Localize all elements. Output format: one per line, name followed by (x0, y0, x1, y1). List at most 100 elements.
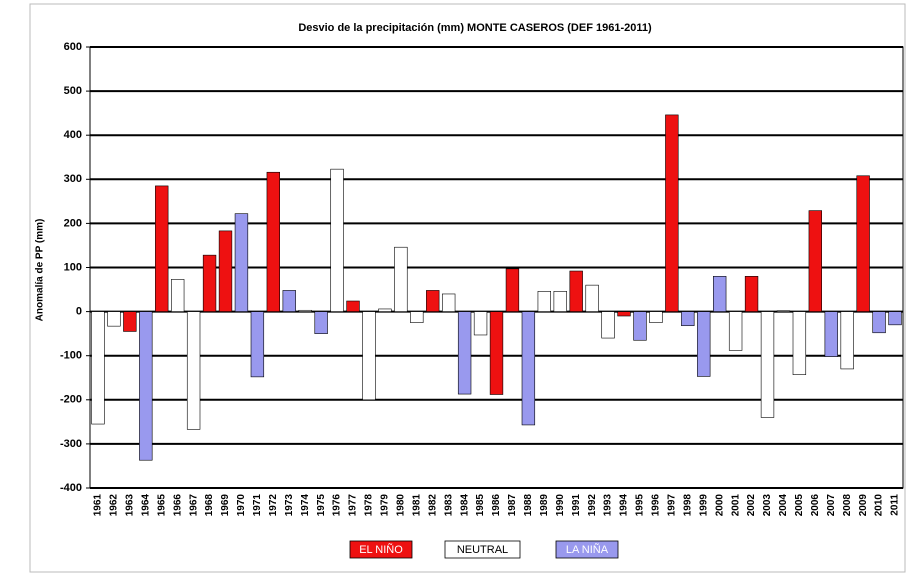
x-tick-label: 1982 (427, 494, 438, 517)
x-tick-label: 1991 (571, 494, 582, 517)
bar (346, 300, 360, 312)
x-tick-label: 2010 (874, 494, 885, 517)
chart-title: Desvio de la precipitación (mm) MONTE CA… (298, 22, 652, 34)
bar (649, 311, 663, 323)
y-tick-label: 600 (64, 41, 82, 53)
bar (186, 311, 201, 430)
bar (776, 310, 791, 312)
bar (872, 311, 886, 334)
x-tick-label: 1986 (491, 494, 502, 517)
x-tick-label: 1969 (220, 494, 231, 517)
x-tick-label: 1970 (236, 494, 247, 517)
bar (824, 311, 838, 357)
bar (744, 276, 759, 312)
x-tick-label: 2005 (794, 494, 805, 517)
bar (362, 311, 376, 401)
x-tick-label: 1971 (252, 494, 263, 517)
bar (728, 311, 743, 351)
bar (585, 284, 599, 312)
y-tick-label: -300 (60, 438, 82, 450)
bar (250, 311, 265, 378)
y-tick-label: -100 (60, 350, 82, 362)
bar (569, 270, 583, 312)
bar (218, 230, 233, 312)
bar (633, 311, 647, 341)
bar (266, 171, 280, 312)
bar (888, 311, 902, 326)
bar (378, 308, 392, 312)
legend-swatch (349, 540, 413, 559)
bar (856, 175, 870, 312)
x-tick-label: 1978 (364, 494, 375, 517)
x-tick-label: 1963 (124, 494, 135, 517)
bar (139, 311, 153, 461)
x-tick-label: 1967 (188, 494, 199, 517)
bar (155, 185, 169, 312)
x-tick-label: 1966 (172, 494, 183, 517)
x-tick-label: 1998 (682, 494, 693, 517)
x-tick-label: 2004 (778, 494, 789, 517)
x-tick-label: 1976 (332, 494, 343, 517)
bar (840, 311, 854, 370)
y-tick-label: 100 (64, 261, 82, 273)
x-tick-label: 1997 (666, 494, 677, 517)
bar (234, 213, 249, 312)
x-tick-label: 2003 (762, 494, 773, 517)
x-tick-label: 1972 (268, 494, 279, 517)
x-tick-label: 2009 (858, 494, 869, 517)
x-tick-label: 1979 (380, 494, 391, 517)
legend-label: LA NIÑA (566, 543, 609, 556)
bar (314, 311, 328, 334)
bar (282, 290, 296, 312)
x-tick-label: 2006 (810, 494, 821, 517)
legend-swatch (555, 540, 619, 559)
x-tick-label: 2001 (730, 494, 741, 517)
x-tick-label: 1975 (316, 494, 327, 517)
bar (394, 246, 408, 312)
x-tick-label: 2008 (842, 494, 853, 517)
x-tick-label: 1973 (284, 494, 295, 517)
y-tick-label: 400 (64, 129, 82, 141)
bar (171, 279, 185, 312)
bar (712, 276, 727, 312)
bar (681, 311, 695, 327)
bar (665, 114, 679, 312)
x-tick-label: 1996 (651, 494, 662, 517)
x-tick-label: 1992 (587, 494, 598, 517)
bar (202, 254, 217, 312)
x-tick-label: 1984 (459, 494, 470, 517)
x-tick-label: 1987 (507, 494, 518, 517)
x-tick-label: 1965 (156, 494, 167, 517)
bar (123, 311, 137, 332)
x-tick-label: 1990 (555, 494, 566, 517)
bar (457, 311, 472, 395)
x-tick-label: 1983 (443, 494, 454, 517)
bar (808, 210, 823, 312)
legend-label: NEUTRAL (457, 544, 508, 556)
bar (617, 311, 631, 317)
x-tick-label: 1988 (523, 494, 534, 517)
y-tick-label: 200 (64, 217, 82, 229)
x-tick-label: 1964 (140, 494, 151, 517)
x-tick-label: 1968 (204, 494, 215, 517)
legend-swatch (444, 540, 521, 559)
bar (521, 311, 536, 426)
legend-label: EL NIÑO (359, 543, 403, 556)
bar (601, 311, 615, 339)
x-tick-label: 1994 (619, 494, 630, 517)
x-tick-label: 1985 (475, 494, 486, 517)
bar (107, 311, 121, 327)
bar (537, 291, 552, 312)
bar (426, 290, 440, 312)
x-tick-label: 1974 (300, 494, 311, 517)
x-tick-label: 1981 (411, 494, 422, 517)
bar (760, 311, 775, 418)
y-tick-label: 500 (64, 85, 82, 97)
bar (697, 311, 711, 377)
x-tick-label: 1977 (348, 494, 359, 517)
bar (553, 291, 567, 312)
y-tick-label: -200 (60, 394, 82, 406)
x-tick-label: 2000 (714, 494, 725, 517)
bar (505, 268, 520, 312)
